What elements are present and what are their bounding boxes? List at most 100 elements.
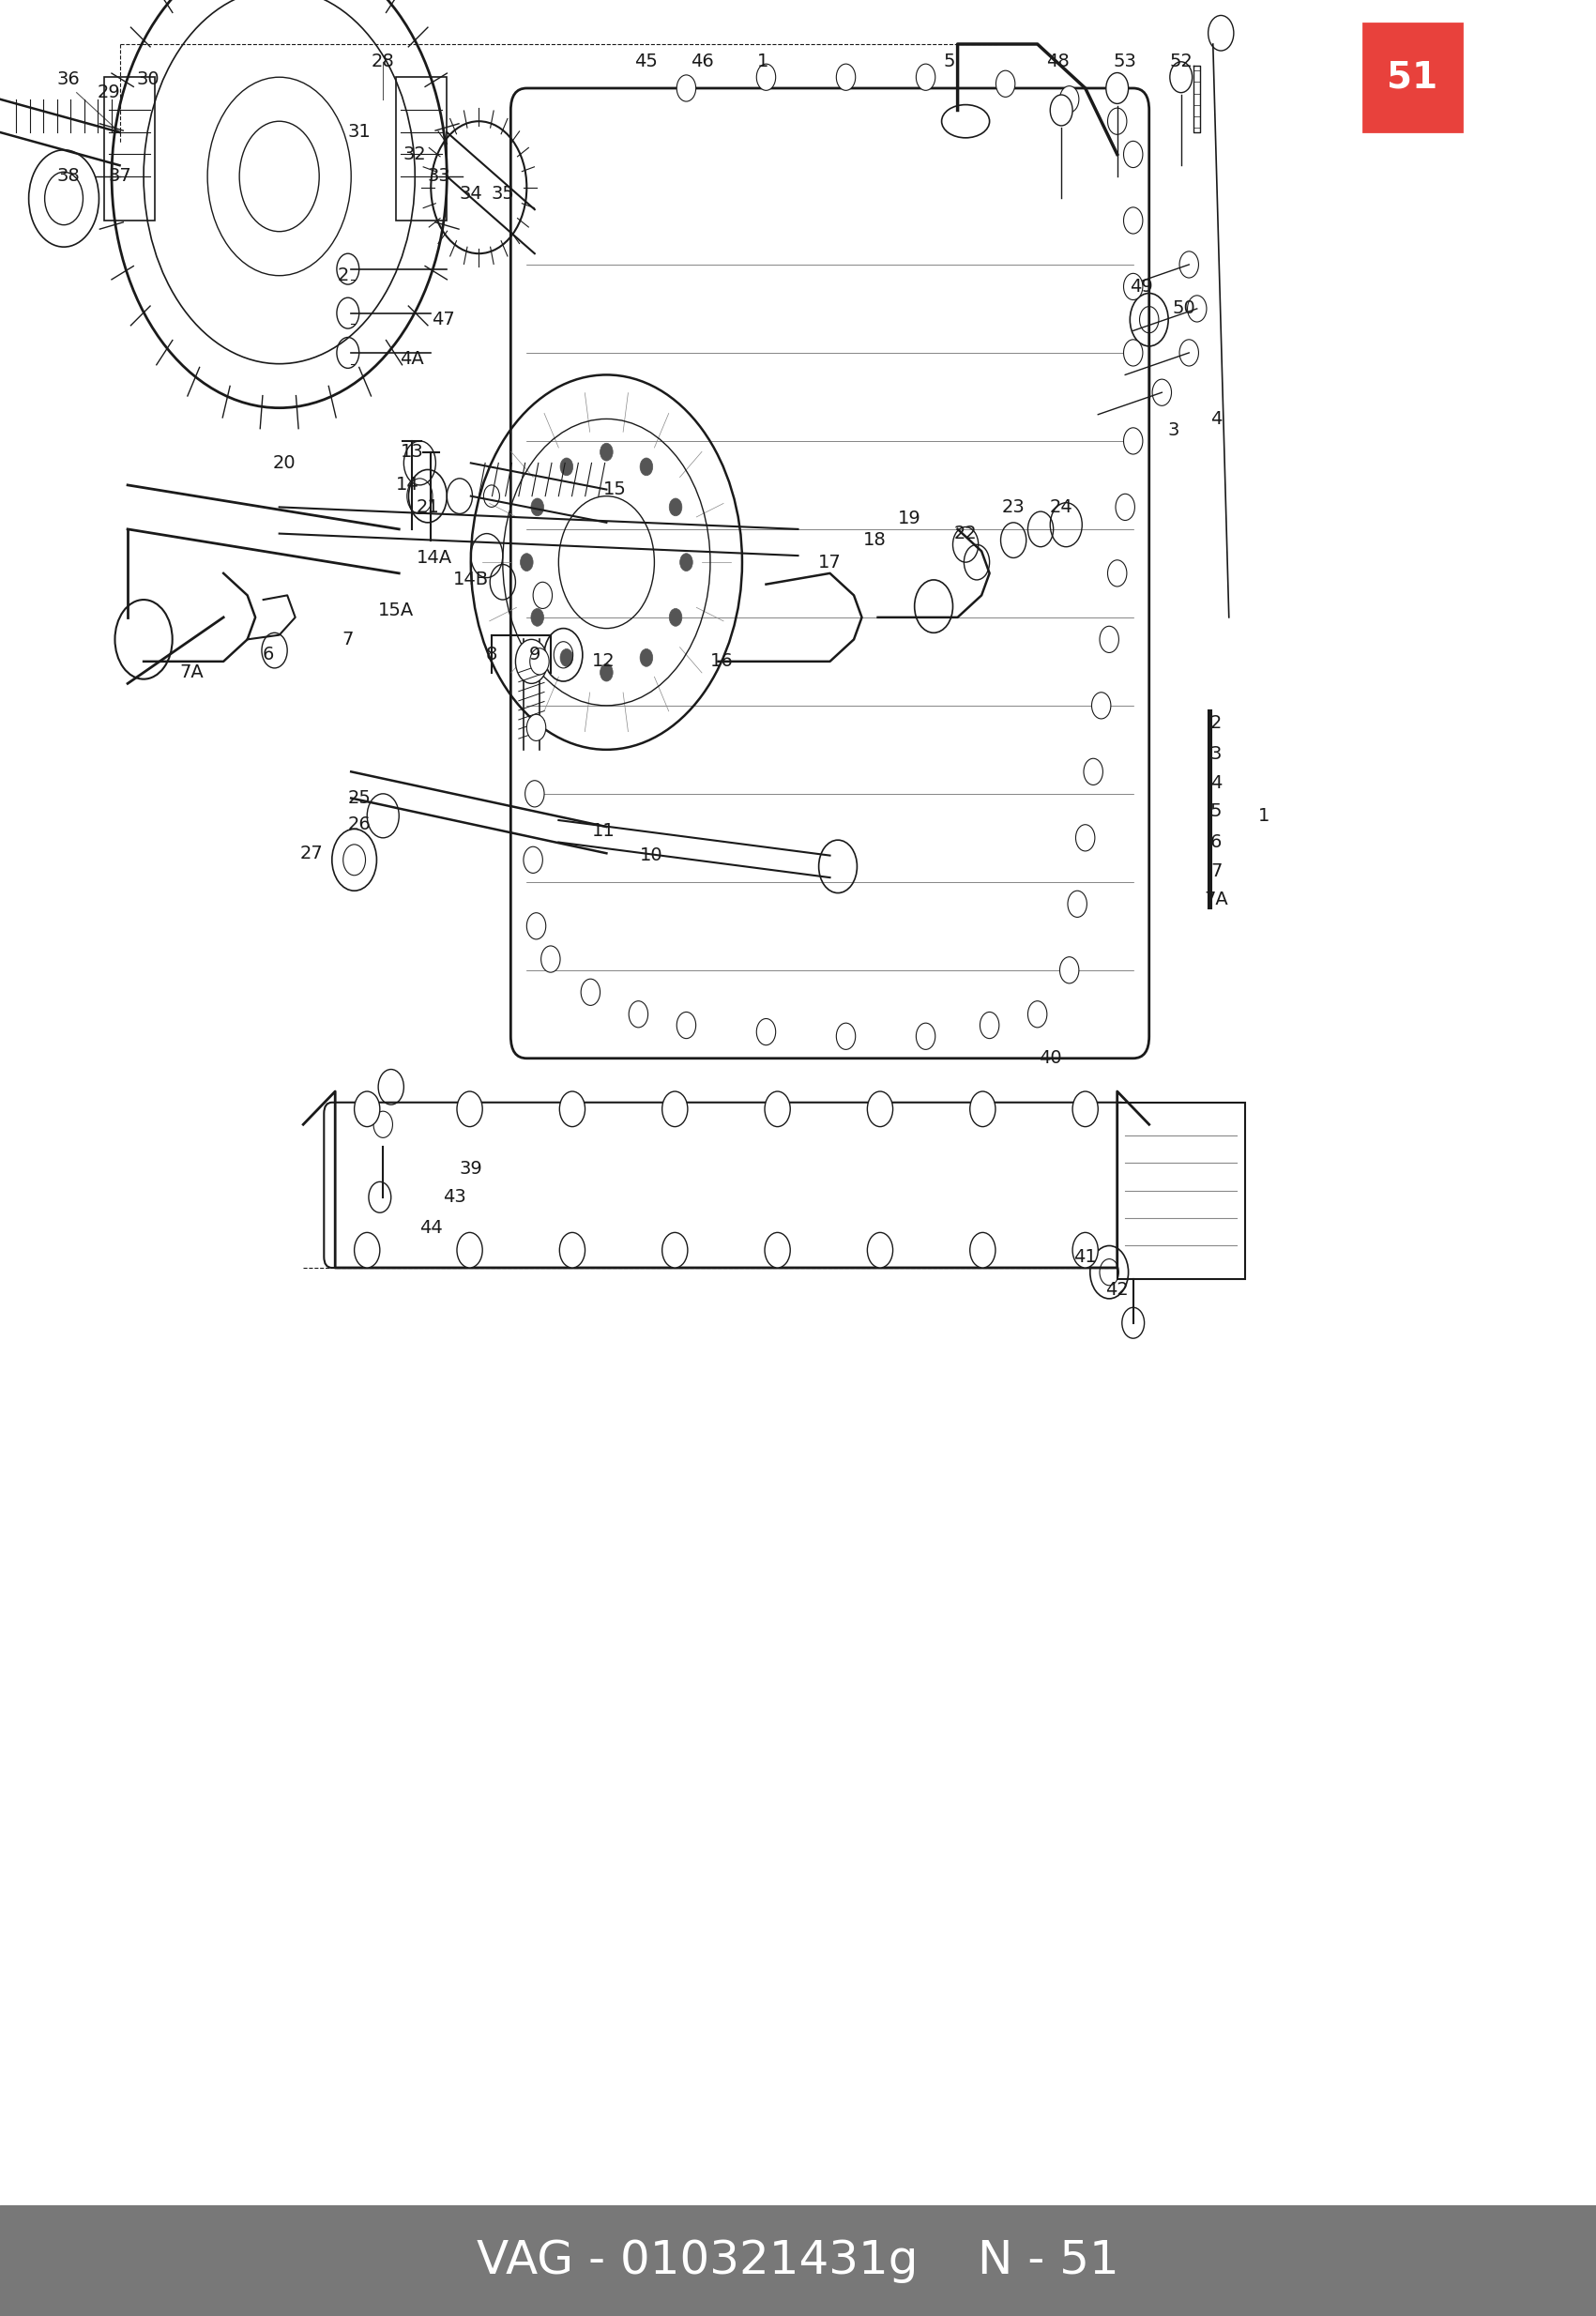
Circle shape xyxy=(970,1232,996,1267)
Circle shape xyxy=(527,913,546,940)
Text: 2: 2 xyxy=(337,266,350,285)
Circle shape xyxy=(1060,957,1079,984)
Bar xyxy=(1117,1102,1245,1278)
Bar xyxy=(396,76,447,220)
Circle shape xyxy=(677,74,696,102)
Circle shape xyxy=(757,1019,776,1045)
Circle shape xyxy=(764,1232,790,1267)
Bar xyxy=(104,76,155,220)
Text: 46: 46 xyxy=(691,53,713,72)
Text: 7: 7 xyxy=(342,630,354,648)
Text: 7: 7 xyxy=(1210,862,1223,880)
Text: 3: 3 xyxy=(1210,746,1223,762)
Text: 48: 48 xyxy=(1047,53,1069,72)
Text: 16: 16 xyxy=(710,653,733,669)
Text: 15: 15 xyxy=(603,479,626,498)
Text: 47: 47 xyxy=(433,310,455,329)
Circle shape xyxy=(531,609,544,625)
Circle shape xyxy=(456,1232,482,1267)
Circle shape xyxy=(1028,1001,1047,1028)
Text: 28: 28 xyxy=(372,53,394,72)
Text: 14A: 14A xyxy=(417,549,452,567)
Circle shape xyxy=(757,65,776,90)
Text: 3: 3 xyxy=(1167,422,1179,438)
Circle shape xyxy=(916,1024,935,1049)
Text: 2: 2 xyxy=(1210,713,1223,732)
Text: 40: 40 xyxy=(1039,1049,1061,1068)
Circle shape xyxy=(1106,72,1128,104)
Circle shape xyxy=(1170,63,1192,93)
Circle shape xyxy=(1050,95,1073,125)
Circle shape xyxy=(980,1012,999,1038)
Circle shape xyxy=(520,554,533,572)
Circle shape xyxy=(1073,1091,1098,1126)
Circle shape xyxy=(764,1091,790,1126)
Circle shape xyxy=(629,1001,648,1028)
Text: 20: 20 xyxy=(273,454,295,472)
Text: 4: 4 xyxy=(1210,774,1223,792)
Text: 17: 17 xyxy=(819,554,841,572)
Text: 8: 8 xyxy=(485,646,498,665)
Circle shape xyxy=(530,648,549,674)
FancyBboxPatch shape xyxy=(1363,23,1462,132)
Circle shape xyxy=(1124,428,1143,454)
Circle shape xyxy=(531,498,544,516)
Text: 22: 22 xyxy=(954,526,977,542)
Text: 6: 6 xyxy=(262,646,275,665)
Circle shape xyxy=(867,1232,892,1267)
FancyBboxPatch shape xyxy=(511,88,1149,1058)
Text: 30: 30 xyxy=(137,69,160,88)
Circle shape xyxy=(1124,340,1143,366)
Circle shape xyxy=(1124,206,1143,234)
Circle shape xyxy=(354,1091,380,1126)
Circle shape xyxy=(662,1091,688,1126)
Circle shape xyxy=(600,665,613,681)
Circle shape xyxy=(1076,824,1095,850)
Circle shape xyxy=(669,498,681,516)
Circle shape xyxy=(1092,692,1111,718)
Circle shape xyxy=(581,980,600,1005)
Circle shape xyxy=(527,713,546,741)
Text: 9: 9 xyxy=(528,646,541,665)
Text: 33: 33 xyxy=(428,167,450,185)
Text: 1: 1 xyxy=(1258,806,1270,824)
Bar xyxy=(1208,711,1211,908)
Text: 36: 36 xyxy=(57,69,80,88)
Text: 26: 26 xyxy=(348,815,370,834)
Circle shape xyxy=(1100,625,1119,653)
Text: 32: 32 xyxy=(404,146,426,162)
Circle shape xyxy=(1124,141,1143,167)
Text: 50: 50 xyxy=(1173,299,1195,317)
Text: 25: 25 xyxy=(348,790,370,806)
Circle shape xyxy=(560,648,573,667)
Text: 29: 29 xyxy=(97,83,120,102)
Circle shape xyxy=(640,459,653,475)
Circle shape xyxy=(1073,1232,1098,1267)
Text: 10: 10 xyxy=(640,848,662,864)
Text: 34: 34 xyxy=(460,185,482,204)
Text: 42: 42 xyxy=(1106,1281,1128,1299)
Text: 49: 49 xyxy=(1130,278,1152,296)
Text: 19: 19 xyxy=(899,510,921,528)
Circle shape xyxy=(680,554,693,572)
Text: 4A: 4A xyxy=(399,350,425,368)
Text: VAG - 010321431g    N - 51: VAG - 010321431g N - 51 xyxy=(477,2237,1119,2284)
Text: 31: 31 xyxy=(348,123,370,141)
Text: 13: 13 xyxy=(401,442,423,461)
Text: 1: 1 xyxy=(757,53,769,72)
Text: 35: 35 xyxy=(492,185,514,204)
Circle shape xyxy=(677,1012,696,1038)
Circle shape xyxy=(1108,560,1127,586)
Text: 38: 38 xyxy=(57,167,80,185)
Circle shape xyxy=(560,1091,586,1126)
Circle shape xyxy=(456,1091,482,1126)
Text: 5: 5 xyxy=(943,53,956,72)
Circle shape xyxy=(533,581,552,609)
Circle shape xyxy=(640,648,653,667)
Circle shape xyxy=(541,945,560,973)
Text: 6: 6 xyxy=(1210,834,1223,852)
Text: 7A: 7A xyxy=(179,665,204,681)
Circle shape xyxy=(662,1232,688,1267)
Text: 45: 45 xyxy=(635,53,658,72)
Text: 43: 43 xyxy=(444,1188,466,1207)
